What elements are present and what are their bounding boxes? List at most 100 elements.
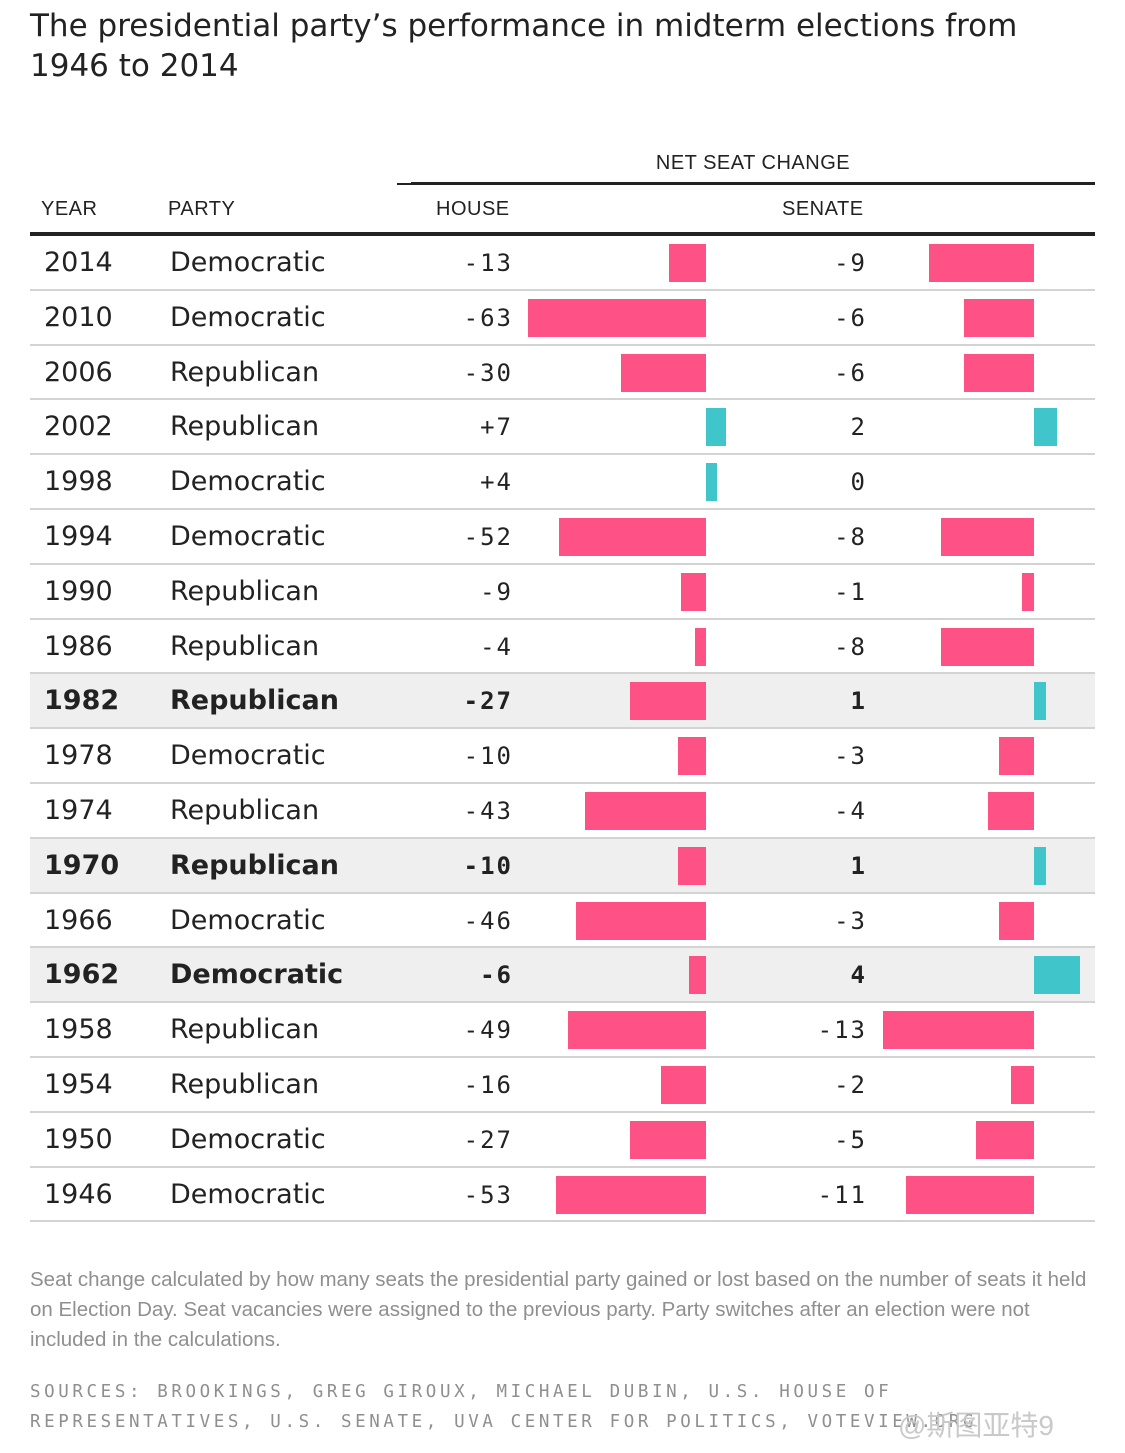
senate-bar	[883, 1011, 1034, 1050]
year-cell: 1990	[44, 575, 113, 607]
party-cell: Democratic	[170, 959, 344, 991]
house-bar	[584, 791, 706, 830]
senate-value-label: 1	[850, 687, 867, 716]
senate-value-label: -2	[834, 1070, 867, 1099]
senate-bar	[1022, 572, 1034, 611]
year-cell: 1978	[44, 740, 113, 772]
year-cell: 1998	[44, 466, 113, 498]
year-cell: 1950	[44, 1123, 113, 1155]
house-value-label: -49	[463, 1016, 513, 1045]
party-cell: Republican	[170, 1014, 320, 1046]
senate-value-label: -9	[834, 249, 867, 277]
table-body: 2014 Democratic -13 -9 2010 Democratic -63 -6 20…	[30, 236, 1095, 1223]
year-cell: 1982	[44, 685, 120, 717]
column-header-party: PARTY	[168, 198, 236, 220]
year-cell: 1958	[44, 1014, 113, 1046]
table-row: 1998 Democratic +4 0	[30, 455, 1095, 510]
party-cell: Republican	[170, 575, 320, 607]
party-cell: Republican	[170, 685, 339, 717]
senate-bar	[964, 353, 1034, 392]
column-header-senate: SENATE	[782, 198, 864, 220]
table-row: 1958 Republican -49 -13	[30, 1003, 1095, 1058]
party-cell: Republican	[170, 411, 320, 443]
senate-value-label: -6	[834, 303, 867, 332]
table-row: 1982 Republican -27 1	[30, 674, 1095, 730]
table-row: 1954 Republican -16 -2	[30, 1058, 1095, 1113]
table-row: 1950 Democratic -27 -5	[30, 1113, 1095, 1168]
house-value-label: +4	[480, 468, 513, 497]
table-row: 1946 Democratic -53 -11	[30, 1168, 1095, 1223]
senate-value-label: 0	[850, 468, 867, 497]
house-bar	[556, 1175, 706, 1214]
senate-value-label: -8	[834, 522, 867, 551]
table-row: 1970 Republican -10 1	[30, 838, 1095, 894]
year-cell: 1954	[44, 1068, 113, 1100]
party-cell: Republican	[170, 356, 320, 388]
house-bar	[528, 298, 706, 337]
watermark: @斯图亚特9	[898, 1410, 1054, 1441]
house-bar	[677, 737, 706, 776]
senate-bar	[941, 627, 1034, 666]
senate-value-label: -1	[834, 577, 867, 606]
chart-title: The presidential party’s performance in …	[30, 8, 1018, 84]
party-cell: Democratic	[170, 740, 326, 772]
table-row: 1994 Democratic -52 -8	[30, 510, 1095, 565]
house-bar	[689, 956, 706, 995]
senate-value-label: 4	[850, 961, 867, 990]
year-cell: 1946	[44, 1178, 113, 1210]
year-cell: 1986	[44, 630, 113, 662]
senate-value-label: -6	[834, 358, 867, 387]
senate-bar	[1034, 408, 1058, 447]
senate-value-label: -11	[817, 1180, 867, 1209]
table-row: 2010 Democratic -63 -6	[30, 291, 1095, 346]
year-cell: 2006	[44, 356, 113, 388]
table-row: 1986 Republican -4 -8	[30, 620, 1095, 675]
senate-bar	[906, 1175, 1034, 1214]
house-bar	[629, 682, 706, 721]
senate-bar	[975, 1120, 1034, 1159]
senate-value-label: -3	[834, 742, 867, 771]
house-bar	[567, 1011, 706, 1050]
senate-value-label: -13	[817, 1016, 867, 1045]
party-cell: Republican	[170, 849, 339, 881]
table-row: 2006 Republican -30 -6	[30, 346, 1095, 401]
house-bar	[706, 463, 718, 502]
senate-bar	[1034, 956, 1081, 995]
house-value-label: -27	[463, 687, 513, 716]
house-bar	[621, 353, 706, 392]
table-row: 1990 Republican -9 -1	[30, 565, 1095, 620]
house-value-label: -46	[463, 906, 513, 935]
house-value-label: -16	[463, 1070, 513, 1099]
house-value-label: -10	[463, 851, 513, 880]
house-value-label: -10	[463, 742, 513, 771]
senate-bar	[987, 791, 1034, 830]
year-cell: 1970	[44, 849, 120, 881]
year-cell: 1974	[44, 794, 113, 826]
senate-value-label: -3	[834, 906, 867, 935]
party-cell: Democratic	[170, 904, 326, 936]
senate-bar	[999, 901, 1034, 940]
party-cell: Democratic	[170, 466, 326, 498]
party-cell: Republican	[170, 794, 320, 826]
house-bar	[706, 408, 726, 447]
column-header-year: YEAR	[41, 198, 98, 220]
table-row: 1974 Republican -43 -4	[30, 784, 1095, 839]
table-row: 2002 Republican +7 2	[30, 400, 1095, 456]
senate-bar	[929, 244, 1034, 282]
table-row: 2014 Democratic -13 -9	[30, 236, 1095, 291]
year-cell: 1966	[44, 904, 113, 936]
house-value-label: -9	[480, 577, 513, 606]
house-bar	[629, 1120, 706, 1159]
party-cell: Republican	[170, 1068, 320, 1100]
house-bar	[669, 244, 706, 282]
house-value-label: -30	[463, 358, 513, 387]
year-cell: 2014	[44, 247, 113, 278]
senate-value-label: -5	[834, 1125, 867, 1154]
house-bar	[660, 1065, 706, 1104]
column-header-house: HOUSE	[436, 198, 510, 220]
house-value-label: -43	[463, 796, 513, 825]
senate-value-label: -8	[834, 632, 867, 661]
senate-value-label: -4	[834, 796, 867, 825]
sources: SOURCES: BROOKINGS, GREG GIROUX, MICHAEL…	[30, 1382, 978, 1432]
house-bar	[559, 517, 706, 556]
